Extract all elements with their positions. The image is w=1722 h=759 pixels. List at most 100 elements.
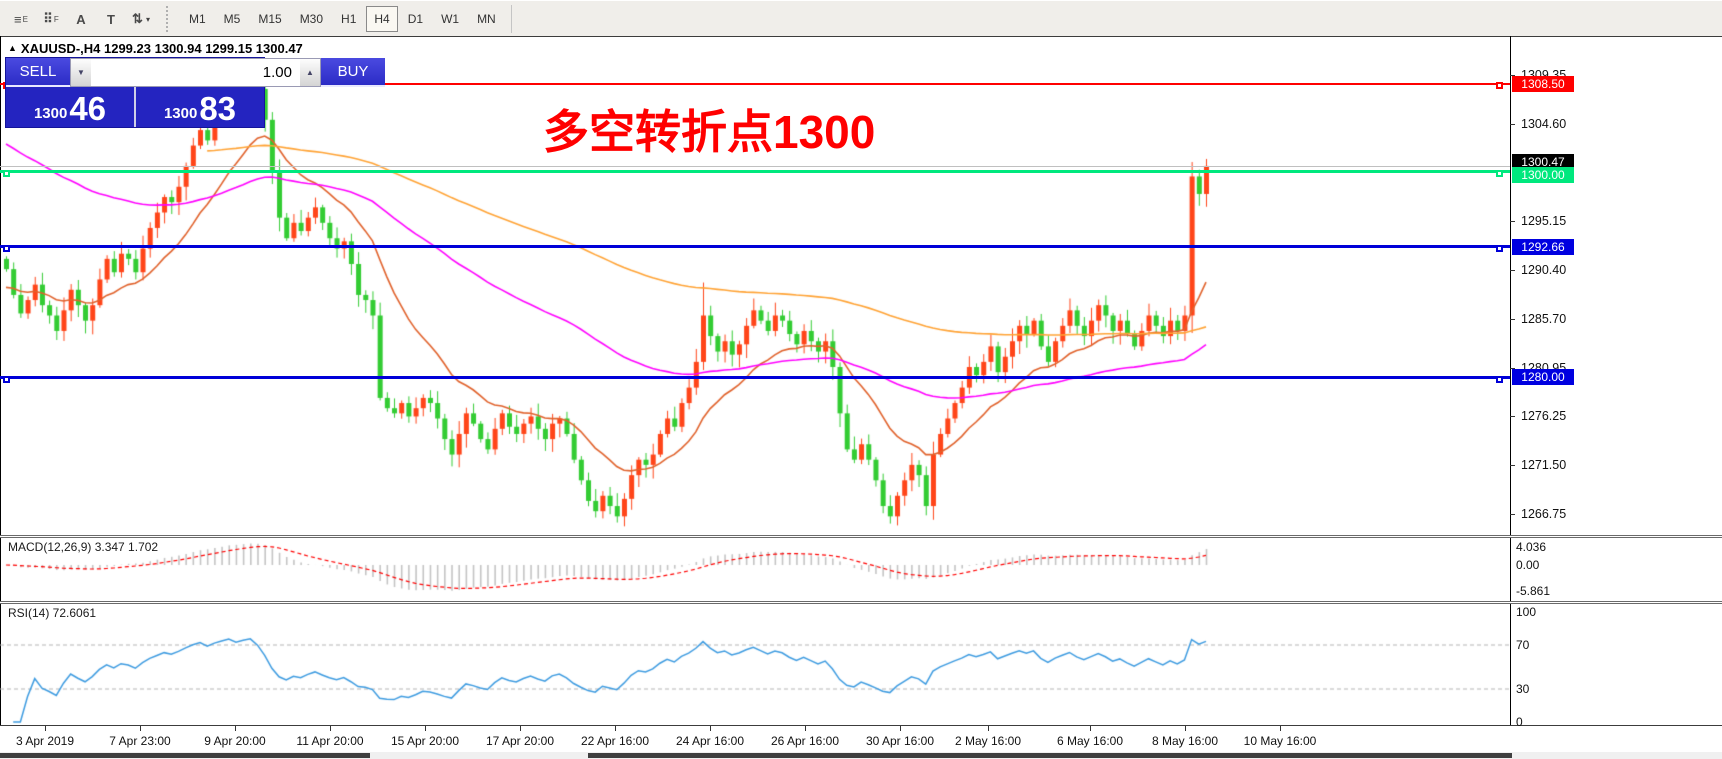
scrollbar-segment[interactable] (0, 753, 370, 758)
time-axis-border (0, 725, 1722, 726)
timeframe-button-M30[interactable]: M30 (299, 12, 324, 26)
timeframe-button-M1[interactable]: M1 (189, 12, 206, 26)
rsi-separator (0, 601, 1722, 604)
price-tick-label: 1266.75 (1521, 506, 1567, 521)
price-badge-1280.00: 1280.00 (1512, 369, 1574, 386)
hline-handle-resistance-1308[interactable] (1496, 82, 1503, 89)
time-axis-tick (805, 726, 806, 731)
hline-handle-support-1292[interactable] (1496, 244, 1503, 252)
price-tick-label: 1285.70 (1521, 311, 1567, 326)
volume-increase-button[interactable]: ▲ (300, 59, 320, 86)
price-tick-dash (1510, 318, 1515, 320)
time-axis-label: 10 May 16:00 (1243, 734, 1317, 748)
time-axis-tick (425, 726, 426, 731)
hline-handle-support-1280[interactable] (1496, 375, 1503, 383)
collapse-triangle-icon[interactable]: ▲ (8, 43, 17, 53)
time-axis-tick (140, 726, 141, 731)
price-badge-1300.00: 1300.00 (1512, 167, 1574, 184)
time-axis-tick (1090, 726, 1091, 731)
price-tick-dash (1510, 270, 1515, 272)
sell-button[interactable]: SELL (6, 58, 70, 87)
buy-price-area[interactable]: 1300 83 (136, 87, 264, 127)
grid-icon[interactable]: ⠿ F (43, 11, 59, 26)
rsi-axis-label: 100 (1516, 605, 1537, 619)
chart-symbol-title[interactable]: ▲ XAUUSD-,H4 1299.23 1300.94 1299.15 1300… (8, 41, 303, 56)
price-tick-dash (1510, 367, 1515, 369)
hline-handle-support-1292[interactable] (3, 244, 10, 252)
horizontal-scrollbar[interactable] (0, 752, 1722, 759)
time-axis-tick (615, 726, 616, 731)
volume-input[interactable] (91, 59, 300, 86)
symbol-ohlc-text: XAUUSD-,H4 1299.23 1300.94 1299.15 1300.… (20, 41, 303, 56)
indicators-icon[interactable]: ≡ E (14, 11, 28, 27)
time-axis-label: 26 Apr 16:00 (770, 734, 840, 748)
price-tick-label: 1290.40 (1521, 263, 1567, 278)
timeframe-button-W1[interactable]: W1 (441, 12, 460, 26)
macd-panel-canvas[interactable] (0, 538, 1510, 601)
toolbar-separator (510, 5, 512, 33)
time-axis-label: 17 Apr 20:00 (485, 734, 555, 748)
sell-price-small: 1300 (33, 105, 68, 122)
hline-support-1292[interactable] (0, 245, 1510, 248)
price-badge-1308.50: 1308.50 (1512, 75, 1574, 92)
rsi-axis-label: 30 (1516, 682, 1530, 696)
time-axis-label: 11 Apr 20:00 (296, 734, 364, 748)
macd-separator (0, 535, 1722, 538)
time-axis-label: 2 May 16:00 (954, 734, 1022, 748)
time-axis-tick (330, 726, 331, 731)
time-axis-tick (1280, 726, 1281, 731)
hline-handle-pivot-1300[interactable] (1496, 169, 1503, 177)
timeframe-button-M15[interactable]: M15 (258, 12, 282, 26)
drawing-tools-group: ≡ E ⠿ F A T ⇅ ▾ (6, 5, 156, 33)
macd-axis-label: -5.861 (1516, 584, 1551, 599)
time-axis-label: 24 Apr 16:00 (675, 734, 745, 748)
time-axis-label: 30 Apr 16:00 (865, 734, 935, 748)
rsi-panel-canvas[interactable] (0, 604, 1510, 725)
volume-decrease-button[interactable]: ▼ (71, 59, 91, 86)
price-tick-label: 1295.15 (1521, 214, 1567, 229)
time-axis-tick (235, 726, 236, 731)
timeframe-button-H1[interactable]: H1 (341, 12, 357, 26)
price-tick-dash (1510, 75, 1515, 76)
sell-price-big: 46 (69, 90, 107, 127)
cursor-arrows-icon[interactable]: ⇅ ▾ (132, 11, 150, 26)
time-axis-label: 22 Apr 16:00 (580, 734, 650, 748)
price-badge-1292.66: 1292.66 (1512, 238, 1574, 255)
hline-current-price-line[interactable] (0, 166, 1510, 167)
timeframe-button-M5[interactable]: M5 (223, 12, 241, 26)
hline-handle-pivot-1300[interactable] (3, 169, 10, 177)
price-tick-label: 1271.50 (1521, 457, 1567, 472)
time-axis-label: 6 May 16:00 (1056, 734, 1124, 748)
text-box-icon[interactable]: T (107, 11, 115, 27)
timeframe-button-D1[interactable]: D1 (407, 12, 424, 26)
text-label-icon[interactable]: A (76, 11, 86, 27)
time-axis-tick (988, 726, 989, 731)
chart-text-annotation[interactable]: 多空转折点1300 (543, 106, 876, 158)
price-badge-1300.47: 1300.47 (1512, 154, 1574, 171)
hline-resistance-1308[interactable] (0, 83, 1510, 85)
timeframe-button-H4[interactable]: H4 (366, 6, 398, 32)
toolbar-gripper[interactable] (166, 6, 172, 32)
time-axis-label: 15 Apr 20:00 (390, 734, 460, 748)
sell-price-area[interactable]: 1300 46 (6, 87, 136, 127)
time-axis-label: 9 Apr 20:00 (204, 734, 266, 748)
price-tick-dash (1510, 415, 1515, 417)
timeframe-button-MN[interactable]: MN (477, 12, 496, 26)
time-axis-tick (520, 726, 521, 731)
time-axis-tick (1185, 726, 1186, 731)
scrollbar-segment[interactable] (588, 753, 1512, 758)
hline-support-1280[interactable] (0, 376, 1510, 379)
hline-handle-support-1280[interactable] (3, 375, 10, 383)
price-tick-dash (1510, 513, 1515, 515)
hline-pivot-1300[interactable] (0, 170, 1510, 173)
macd-axis-label: 0.00 (1516, 558, 1540, 572)
rsi-axis-label: 70 (1516, 638, 1530, 652)
buy-price-big: 83 (199, 90, 237, 127)
macd-axis-label: 4.036 (1516, 540, 1547, 555)
price-tick-dash (1510, 464, 1515, 466)
toolbar: ≡ E ⠿ F A T ⇅ ▾ M1 M5 M15 M30 H1 H4 D1 W1 MN (0, 0, 1722, 38)
one-click-trade-panel: SELL ▼ ▲ BUY 1300 46 1300 83 (5, 57, 385, 128)
price-tick-label: 1304.60 (1521, 116, 1567, 131)
buy-button[interactable]: BUY (321, 58, 385, 87)
